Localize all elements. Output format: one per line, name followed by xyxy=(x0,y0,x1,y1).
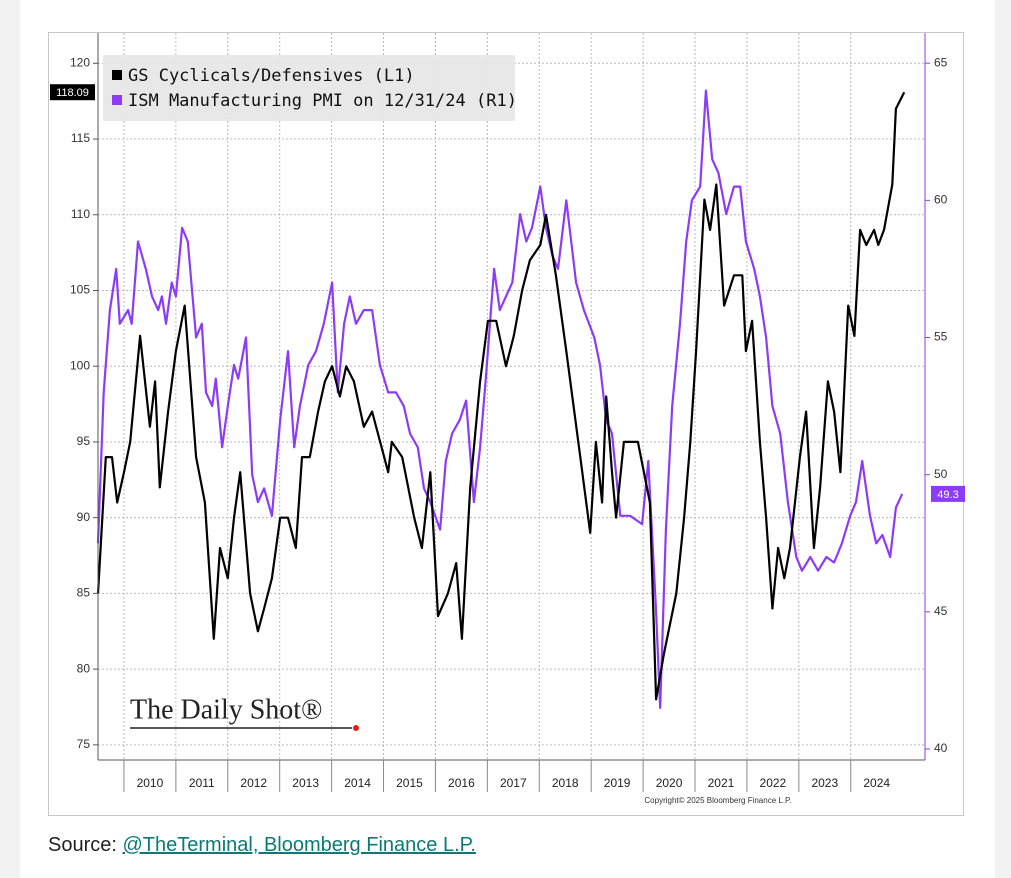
y-tick-label: 75 xyxy=(77,737,91,751)
last-value-tag xyxy=(931,485,965,502)
copyright: Copyright© 2025 Bloomberg Finance L.P. xyxy=(644,796,791,805)
legend-box xyxy=(103,55,515,121)
last-value-tag xyxy=(50,84,95,101)
y-tick-label: 95 xyxy=(77,434,91,448)
legend-swatch xyxy=(112,95,122,105)
source-label: Source: xyxy=(48,834,117,856)
y2-tick-label: 45 xyxy=(934,604,948,618)
y-tick-label: 100 xyxy=(70,358,90,372)
x-tick-label: 2022 xyxy=(760,776,787,790)
y-tick-label: 85 xyxy=(77,586,91,600)
x-tick-label: 2013 xyxy=(292,776,319,790)
series-line xyxy=(96,91,906,701)
chart-frame xyxy=(48,32,964,816)
y-tick-label: 80 xyxy=(77,661,91,675)
side-bar xyxy=(0,0,20,878)
x-tick-label: 2017 xyxy=(500,776,527,790)
last-value-label: 49.3 xyxy=(937,489,958,501)
x-tick-label: 2023 xyxy=(811,776,838,790)
series-line xyxy=(96,89,904,709)
grid xyxy=(98,33,925,760)
x-tick-label: 2018 xyxy=(552,776,579,790)
y2-tick-label: 65 xyxy=(934,55,948,69)
legend-swatch xyxy=(112,70,122,80)
x-tick-label: 2015 xyxy=(396,776,423,790)
y-tick-label: 110 xyxy=(71,207,90,221)
y-tick-label: 105 xyxy=(70,283,90,297)
x-tick-label: 2016 xyxy=(448,776,475,790)
chart: 75 80 85 90 95 100 105 110 115 120 40 45 50 55 60 65 201… xyxy=(48,32,965,816)
x-tick-label: 2019 xyxy=(604,776,631,790)
y-tick-label: 115 xyxy=(71,131,90,145)
side-bar xyxy=(995,0,1011,878)
y2-tick-label: 60 xyxy=(934,193,948,207)
y-tick-label: 90 xyxy=(77,510,91,524)
watermark-dot xyxy=(353,725,359,731)
x-tick-label: 2020 xyxy=(656,776,683,790)
y2-tick-label: 50 xyxy=(934,467,948,481)
x-tick-label: 2021 xyxy=(708,776,735,790)
legend-label: ISM Manufacturing PMI on 12/31/24 (R1) xyxy=(128,91,517,111)
watermark: The Daily Shot® xyxy=(130,694,322,725)
last-value-label: 118.09 xyxy=(56,87,89,99)
axes: 75 80 85 90 95 100 105 110 115 120 40 45 50 55 60 65 201… xyxy=(50,33,965,792)
lines xyxy=(96,89,906,709)
y2-tick-label: 40 xyxy=(934,741,948,755)
y2-tick-label: 55 xyxy=(934,330,948,344)
x-tick-label: 2010 xyxy=(137,776,164,790)
y-tick-label: 120 xyxy=(70,55,90,69)
x-tick-label: 2014 xyxy=(344,776,371,790)
source-link[interactable]: @TheTerminal, Bloomberg Finance L.P. xyxy=(122,834,476,856)
x-tick-label: 2012 xyxy=(240,776,267,790)
legend-label: GS Cyclicals/Defensives (L1) xyxy=(128,66,415,86)
x-tick-label: 2011 xyxy=(189,776,215,790)
source: Source: @TheTerminal, Bloomberg Finance … xyxy=(48,834,476,857)
x-tick-label: 2024 xyxy=(863,776,890,790)
